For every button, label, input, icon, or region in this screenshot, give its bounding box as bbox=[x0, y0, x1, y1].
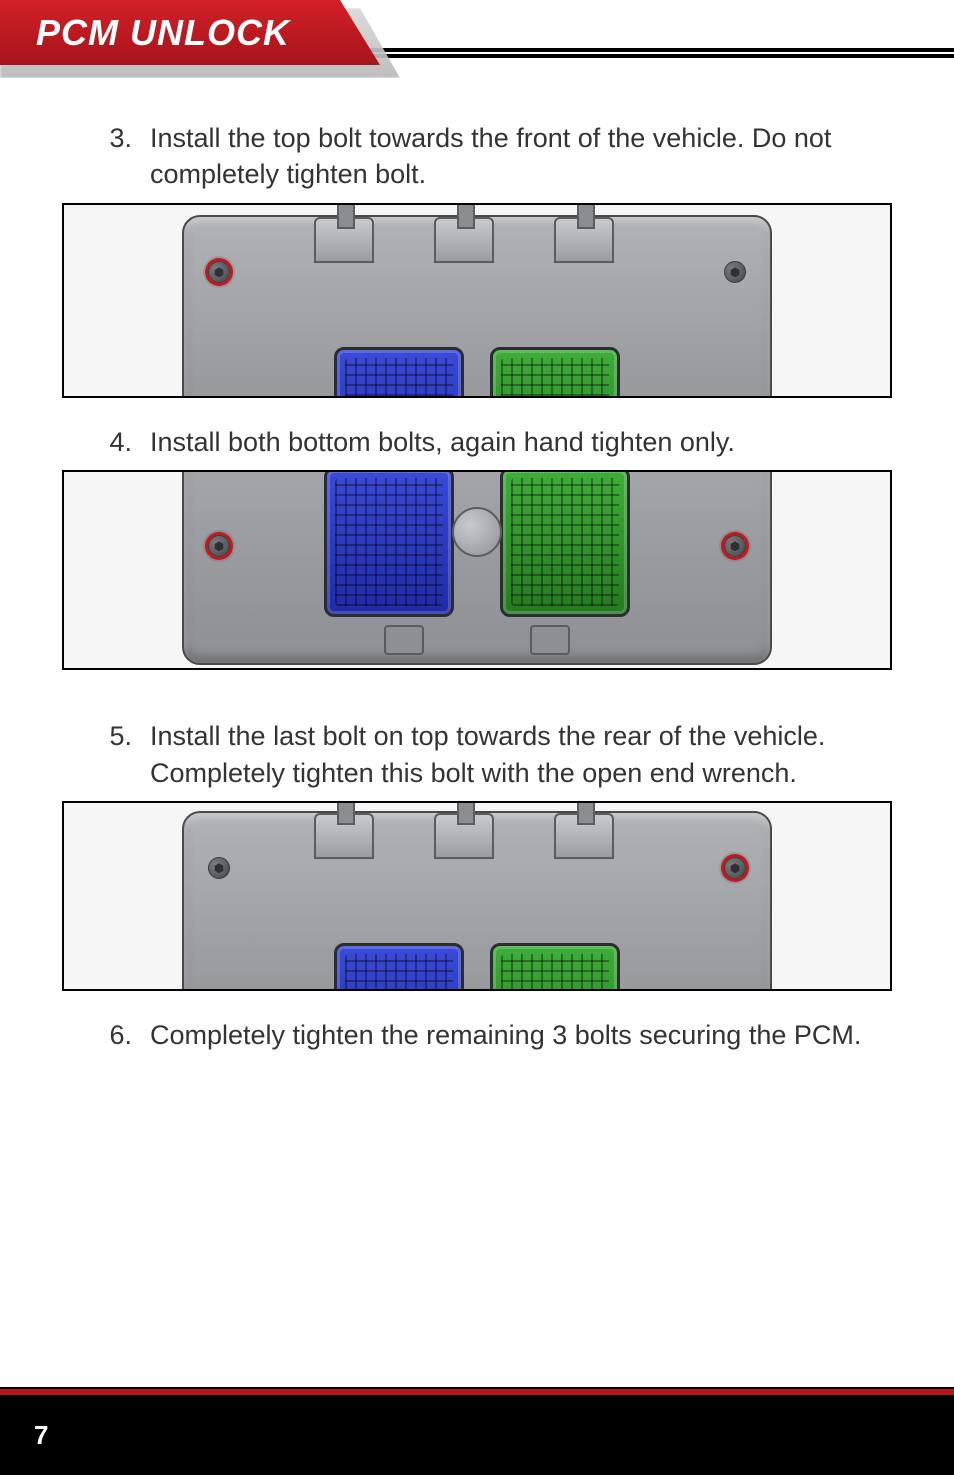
footer-accent-rule bbox=[0, 1387, 954, 1395]
page-footer: 7 bbox=[0, 1387, 954, 1475]
latch-icon bbox=[314, 217, 374, 263]
latch-icon bbox=[434, 813, 494, 859]
page-number: 7 bbox=[34, 1420, 48, 1451]
figure-2 bbox=[62, 470, 892, 670]
header-tab: PCM UNLOCK bbox=[0, 0, 380, 65]
step-item: 5. Install the last bolt on top towards … bbox=[54, 718, 900, 791]
pcm-device-illustration bbox=[182, 470, 772, 665]
step-text: Install the last bolt on top towards the… bbox=[150, 718, 894, 791]
bolt-top-right-icon bbox=[724, 261, 746, 283]
step-item: 4. Install both bottom bolts, again hand… bbox=[54, 424, 900, 460]
step-number: 3. bbox=[108, 120, 150, 193]
connector-blue-icon bbox=[334, 347, 464, 398]
pcm-device-illustration bbox=[182, 811, 772, 991]
step-text: Completely tighten the remaining 3 bolts… bbox=[150, 1017, 894, 1053]
figure-3 bbox=[62, 801, 892, 991]
latch-icon bbox=[434, 217, 494, 263]
step-number: 4. bbox=[108, 424, 150, 460]
header-title: PCM UNLOCK bbox=[36, 12, 290, 54]
step-text: Install both bottom bolts, again hand ti… bbox=[150, 424, 894, 460]
page-header: PCM UNLOCK bbox=[0, 0, 954, 90]
connector-blue-icon bbox=[324, 470, 454, 617]
content-area: 3. Install the top bolt towards the fron… bbox=[0, 90, 954, 1054]
step-number: 6. bbox=[108, 1017, 150, 1053]
pcm-device-illustration bbox=[182, 215, 772, 398]
step-item: 6. Completely tighten the remaining 3 bo… bbox=[54, 1017, 900, 1053]
step-item: 3. Install the top bolt towards the fron… bbox=[54, 120, 900, 193]
latch-icon bbox=[554, 217, 614, 263]
spacer bbox=[54, 696, 900, 718]
connector-green-icon bbox=[500, 470, 630, 617]
connector-green-icon bbox=[490, 347, 620, 398]
center-boss-icon bbox=[452, 507, 502, 557]
connector-blue-icon bbox=[334, 943, 464, 991]
latch-icon bbox=[314, 813, 374, 859]
step-text: Install the top bolt towards the front o… bbox=[150, 120, 894, 193]
bolt-bottom-left-highlighted-icon bbox=[208, 535, 230, 557]
bolt-top-left-highlighted-icon bbox=[208, 261, 230, 283]
bolt-top-left-icon bbox=[208, 857, 230, 879]
connector-green-icon bbox=[490, 943, 620, 991]
bolt-bottom-right-highlighted-icon bbox=[724, 535, 746, 557]
figure-1 bbox=[62, 203, 892, 398]
latch-icon bbox=[554, 813, 614, 859]
mounting-foot-icon bbox=[384, 625, 424, 655]
bolt-top-right-highlighted-icon bbox=[724, 857, 746, 879]
footer-bar: 7 bbox=[0, 1395, 954, 1475]
mounting-foot-icon bbox=[530, 625, 570, 655]
step-number: 5. bbox=[108, 718, 150, 791]
